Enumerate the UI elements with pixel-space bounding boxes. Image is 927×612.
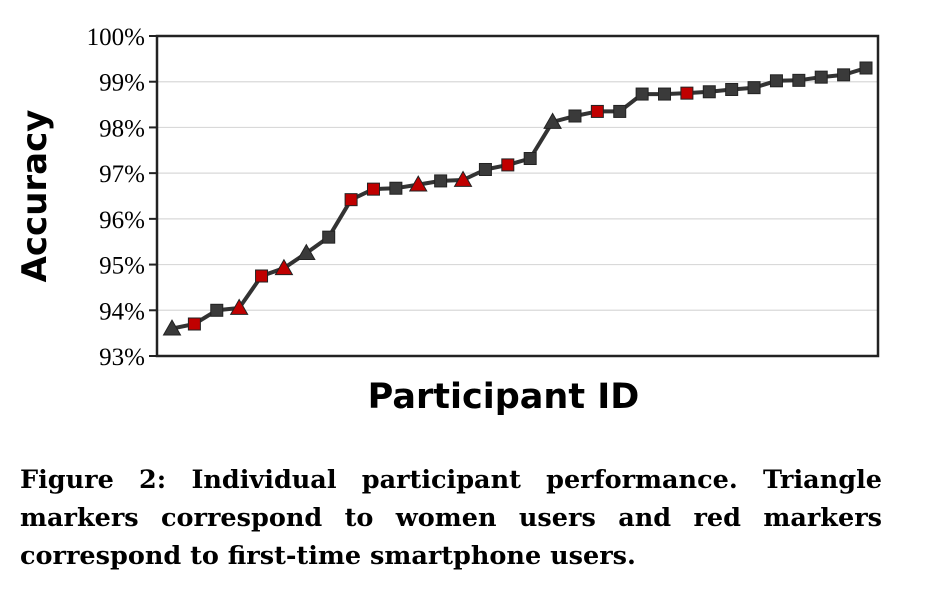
square-marker xyxy=(478,162,492,176)
triangle-marker xyxy=(162,319,182,336)
y-tick-label: 100% xyxy=(87,24,145,51)
square-marker xyxy=(187,317,201,331)
square-marker xyxy=(702,85,716,99)
square-marker xyxy=(434,174,448,188)
y-tick-label: 97% xyxy=(99,161,145,188)
plot-frame xyxy=(155,34,880,358)
square-marker xyxy=(792,73,806,87)
y-tick-label: 95% xyxy=(99,253,145,280)
square-marker xyxy=(255,269,269,283)
square-marker xyxy=(635,87,649,101)
square-marker xyxy=(210,303,224,317)
gridlines xyxy=(157,81,878,311)
square-marker xyxy=(590,104,604,118)
y-axis-title: Accuracy xyxy=(15,110,55,283)
square-marker xyxy=(680,86,694,100)
triangle-marker xyxy=(543,112,562,129)
y-tick-label: 93% xyxy=(99,344,145,371)
y-tick-label: 98% xyxy=(99,115,145,142)
figure-caption: Figure 2: Individual participant perform… xyxy=(20,465,882,571)
square-marker xyxy=(501,158,515,172)
square-marker xyxy=(769,74,783,88)
square-marker xyxy=(366,182,380,196)
y-tick-label: 99% xyxy=(99,70,145,97)
accuracy-chart: 93% 94% 95% 96% 97% 98% 99% 100% Accuracy Parti… xyxy=(15,24,880,417)
triangle-marker xyxy=(453,170,473,187)
square-marker xyxy=(658,87,672,101)
square-marker xyxy=(859,61,873,75)
triangle-marker xyxy=(296,243,316,261)
y-tick-label: 96% xyxy=(99,207,145,234)
square-marker xyxy=(389,181,403,195)
square-marker xyxy=(322,230,336,244)
square-marker xyxy=(568,109,582,123)
square-marker xyxy=(523,152,537,166)
x-axis-title: Participant ID xyxy=(368,377,640,417)
triangle-marker xyxy=(274,258,294,276)
square-marker xyxy=(747,81,761,95)
triangle-marker xyxy=(408,175,428,192)
triangle-marker xyxy=(229,298,249,315)
square-marker xyxy=(613,104,627,118)
y-tick-label: 94% xyxy=(99,298,145,325)
y-axis-ticks: 93% 94% 95% 96% 97% 98% 99% 100% xyxy=(87,24,157,371)
accuracy-series-line xyxy=(171,66,867,331)
square-marker xyxy=(837,68,851,82)
square-marker xyxy=(344,193,358,207)
square-marker xyxy=(725,82,739,96)
data-markers xyxy=(162,61,873,336)
square-marker xyxy=(814,70,828,84)
